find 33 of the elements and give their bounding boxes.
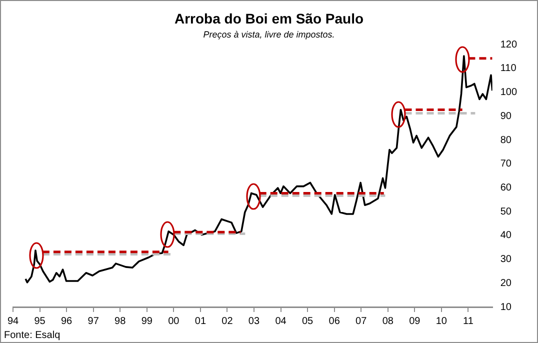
x-tick-label: 00 <box>168 316 180 327</box>
x-tick-label: 98 <box>114 316 126 327</box>
chart-title: Arroba do Boi em São Paulo <box>174 10 364 26</box>
y-tick-label: 120 <box>500 39 518 50</box>
x-tick-label: 96 <box>60 316 73 327</box>
x-tick-label: 11 <box>463 316 474 327</box>
x-tick-label: 10 <box>436 316 448 327</box>
y-tick-label: 30 <box>500 254 512 266</box>
x-tick-label: 94 <box>7 316 19 327</box>
x-tick-label: 02 <box>222 316 234 327</box>
x-tick-label: 01 <box>194 316 206 327</box>
y-tick-label: 50 <box>500 206 512 218</box>
chart-subtitle: Preços à vista, livre de impostos. <box>203 30 335 40</box>
y-tick-label: 80 <box>500 134 512 146</box>
x-tick-label: 04 <box>275 316 287 327</box>
y-tick-label: 10 <box>500 302 512 313</box>
y-tick-label: 40 <box>500 230 512 242</box>
x-tick-label: 99 <box>141 316 153 327</box>
y-tick-label: 70 <box>500 158 512 170</box>
x-tick-label: 07 <box>356 316 368 327</box>
y-tick-label: 100 <box>500 87 518 98</box>
y-tick-label: 110 <box>500 63 517 74</box>
y-tick-label: 60 <box>500 182 512 194</box>
y-tick-label: 90 <box>500 110 512 122</box>
x-tick-label: 95 <box>34 316 46 327</box>
x-tick-label: 06 <box>328 316 340 327</box>
source-note: Fonte: Esalq <box>4 330 60 341</box>
x-tick-label: 97 <box>88 316 100 327</box>
x-tick-label: 03 <box>248 316 260 327</box>
y-tick-label: 20 <box>500 278 512 289</box>
x-tick-label: 05 <box>302 316 314 327</box>
x-tick-label: 08 <box>382 316 394 327</box>
x-tick-label: 09 <box>409 316 421 327</box>
